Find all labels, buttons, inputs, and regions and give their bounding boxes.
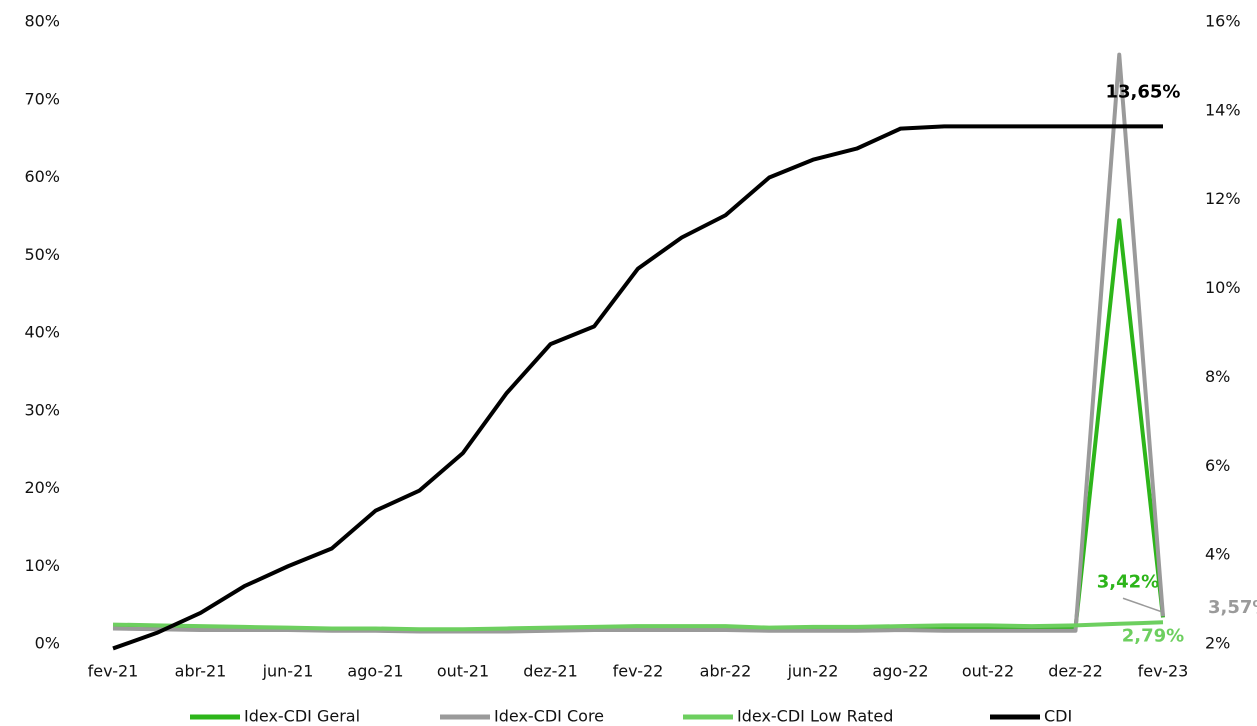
series-line [112, 620, 1164, 632]
y2-tick-label: 8% [1205, 367, 1230, 386]
legend-label: Idex-CDI Low Rated [737, 707, 893, 726]
legend-label: Idex-CDI Geral [244, 707, 360, 726]
y2-tick-label: 10% [1205, 278, 1241, 297]
y-tick-label: 10% [24, 556, 60, 575]
x-tick-label: ago-22 [872, 662, 928, 681]
y2-tick-label: 14% [1205, 100, 1241, 119]
x-tick-label: abr-22 [700, 662, 752, 681]
y2-tick-label: 4% [1205, 545, 1230, 564]
y2-tick-label: 6% [1205, 456, 1230, 475]
y-tick-label: 20% [24, 478, 60, 497]
y2-tick-label: 2% [1205, 634, 1230, 653]
x-tick-label: abr-21 [175, 662, 227, 681]
x-tick-label: dez-21 [523, 662, 578, 681]
data-label: 2,79% [1122, 625, 1184, 646]
data-label: 3,42% [1097, 571, 1159, 592]
data-label: 3,57% [1208, 597, 1257, 618]
y-tick-label: 50% [24, 245, 60, 264]
x-tick-label: jun-22 [787, 662, 839, 681]
x-tick-label: out-21 [437, 662, 489, 681]
x-tick-label: fev-21 [88, 662, 139, 681]
series-line [112, 218, 1165, 633]
x-tick-label: ago-21 [347, 662, 403, 681]
x-tick-label: dez-22 [1048, 662, 1103, 681]
y-tick-label: 0% [35, 634, 60, 653]
y-tick-label: 60% [24, 167, 60, 186]
y2-tick-label: 16% [1205, 12, 1241, 31]
series-line [112, 52, 1165, 634]
legend-label: CDI [1044, 707, 1072, 726]
y2-tick-label: 12% [1205, 189, 1241, 208]
x-tick-label: fev-23 [1138, 662, 1189, 681]
legend-label: Idex-CDI Core [494, 707, 604, 726]
data-label: 13,65% [1106, 81, 1181, 102]
label-leader [1122, 597, 1164, 613]
x-tick-label: fev-22 [613, 662, 664, 681]
y-tick-label: 40% [24, 323, 60, 342]
x-tick-label: jun-21 [262, 662, 314, 681]
y-tick-label: 70% [24, 89, 60, 108]
series-line [112, 124, 1163, 651]
y-tick-label: 80% [24, 12, 60, 31]
y-tick-label: 30% [24, 400, 60, 419]
x-tick-label: out-22 [962, 662, 1014, 681]
